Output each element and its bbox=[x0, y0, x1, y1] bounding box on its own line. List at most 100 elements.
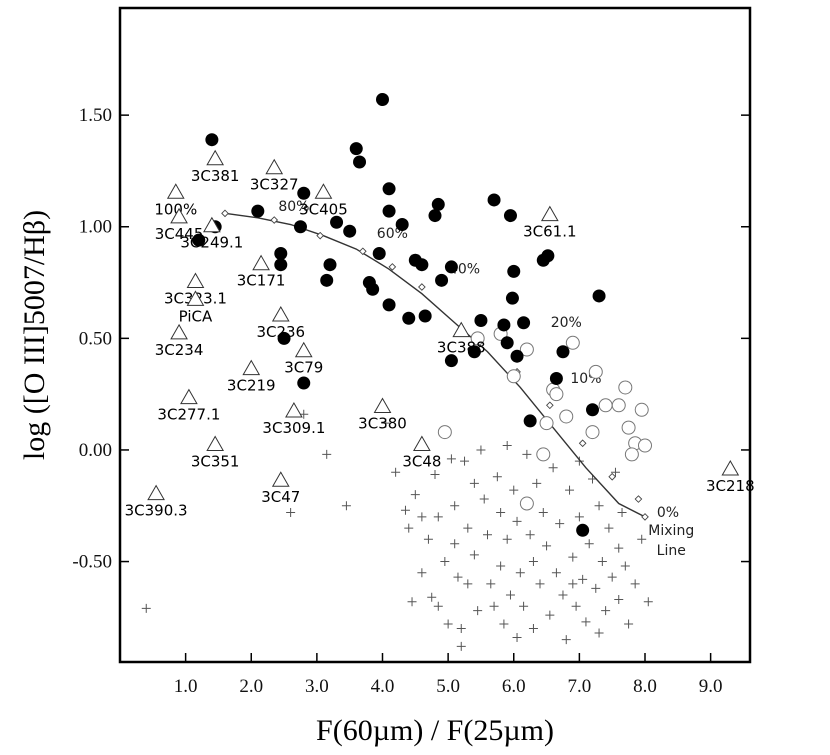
filled-circle-point bbox=[549, 372, 563, 386]
cross-point bbox=[479, 494, 489, 504]
x-tick-label: 9.0 bbox=[699, 676, 723, 697]
cross-point bbox=[519, 601, 529, 611]
x-tick-label: 1.0 bbox=[174, 676, 198, 697]
triangle-point bbox=[147, 484, 165, 501]
cross-point bbox=[620, 561, 630, 571]
cross-point bbox=[450, 501, 460, 511]
triangle-point bbox=[206, 435, 225, 451]
filled-circle-point bbox=[576, 523, 590, 537]
open-circle-point bbox=[621, 420, 636, 435]
triangle-point bbox=[271, 306, 290, 322]
y-tick-label: 1.50 bbox=[79, 105, 112, 126]
mixing-percent-label: 0% bbox=[657, 505, 679, 521]
filled-circle-point bbox=[205, 133, 219, 147]
filled-circle-point bbox=[541, 249, 555, 263]
cross-point bbox=[578, 574, 588, 584]
cross-point bbox=[528, 624, 538, 634]
y-tick-label: 0.00 bbox=[79, 440, 112, 461]
triangle-point bbox=[203, 216, 221, 233]
filled-circle-point bbox=[444, 260, 458, 274]
cross-point bbox=[512, 632, 522, 642]
cross-point bbox=[502, 440, 512, 450]
source-label: 3C79 bbox=[284, 359, 323, 377]
x-axis-title: F(60µm) / F(25µm) bbox=[316, 714, 554, 747]
cross-point bbox=[443, 619, 453, 629]
cross-point bbox=[381, 418, 391, 428]
filled-circle-point bbox=[523, 414, 537, 428]
source-label: 3C390.3 bbox=[125, 502, 188, 520]
filled-circle-point bbox=[382, 204, 396, 218]
cross-point bbox=[460, 456, 470, 466]
cross-point bbox=[450, 539, 460, 549]
triangle-point bbox=[540, 205, 559, 222]
cross-point bbox=[469, 478, 479, 488]
cross-point bbox=[417, 512, 427, 522]
cross-point bbox=[440, 557, 450, 567]
triangle-point bbox=[265, 158, 284, 175]
y-tick-label: 1.00 bbox=[79, 217, 112, 238]
filled-circle-point bbox=[435, 273, 449, 287]
filled-circle-point bbox=[277, 331, 291, 345]
open-circle-point bbox=[598, 398, 613, 413]
filled-circle-point bbox=[586, 403, 599, 417]
cross-point bbox=[584, 539, 594, 549]
cross-point bbox=[522, 449, 532, 459]
cross-point bbox=[407, 597, 417, 607]
filled-circle-point bbox=[382, 182, 396, 196]
open-circle-point bbox=[565, 335, 580, 350]
open-circle-point bbox=[588, 364, 603, 379]
cross-point bbox=[496, 507, 506, 517]
cross-point bbox=[565, 485, 575, 495]
cross-point bbox=[446, 454, 456, 464]
cross-point bbox=[483, 530, 492, 540]
plot-frame bbox=[118, 6, 752, 664]
cross-point bbox=[610, 467, 620, 477]
cross-point bbox=[463, 579, 473, 589]
cross-point bbox=[496, 561, 506, 571]
cross-point bbox=[141, 603, 151, 613]
cross-point bbox=[286, 507, 296, 517]
triangle-point bbox=[271, 471, 290, 487]
cross-point bbox=[538, 507, 548, 517]
mixing-diamond bbox=[546, 401, 554, 410]
cross-point bbox=[624, 619, 634, 629]
cross-point bbox=[473, 606, 483, 616]
source-label: 3C47 bbox=[261, 488, 300, 506]
cross-point bbox=[601, 606, 611, 616]
filled-circle-point bbox=[510, 349, 524, 363]
filled-circle-point bbox=[395, 218, 409, 232]
cross-point bbox=[469, 550, 479, 560]
source-label: 3C327 bbox=[250, 176, 299, 194]
cross-point bbox=[341, 501, 351, 511]
triangle-point bbox=[314, 183, 333, 199]
x-tick-label: 5.0 bbox=[436, 676, 460, 697]
filled-circle-point bbox=[487, 193, 501, 207]
filled-circle-markers bbox=[192, 93, 606, 537]
filled-circle-point bbox=[297, 376, 311, 390]
cross-point bbox=[617, 507, 627, 517]
cross-point bbox=[456, 624, 466, 634]
mixing-line-label: Mixing bbox=[648, 523, 694, 539]
cross-point bbox=[463, 523, 473, 533]
mixing-diamond bbox=[270, 216, 279, 224]
triangle-point bbox=[294, 341, 313, 358]
cross-point bbox=[542, 541, 552, 551]
filled-circle-point bbox=[592, 289, 606, 303]
cross-point bbox=[614, 595, 624, 605]
source-label: 3C219 bbox=[227, 377, 276, 395]
triangle-point bbox=[285, 401, 303, 418]
cross-point bbox=[404, 523, 414, 533]
cross-point bbox=[591, 583, 601, 593]
mixing-diamond bbox=[634, 495, 643, 503]
triangle-point bbox=[186, 272, 205, 289]
cross-point bbox=[433, 512, 443, 522]
cross-point bbox=[643, 597, 653, 607]
cross-point bbox=[486, 579, 496, 589]
cross-point bbox=[614, 543, 624, 553]
mixing-diamond bbox=[358, 247, 367, 256]
cross-point bbox=[489, 601, 499, 611]
source-label: 3C388 bbox=[437, 339, 486, 357]
filled-circle-point bbox=[376, 93, 389, 107]
